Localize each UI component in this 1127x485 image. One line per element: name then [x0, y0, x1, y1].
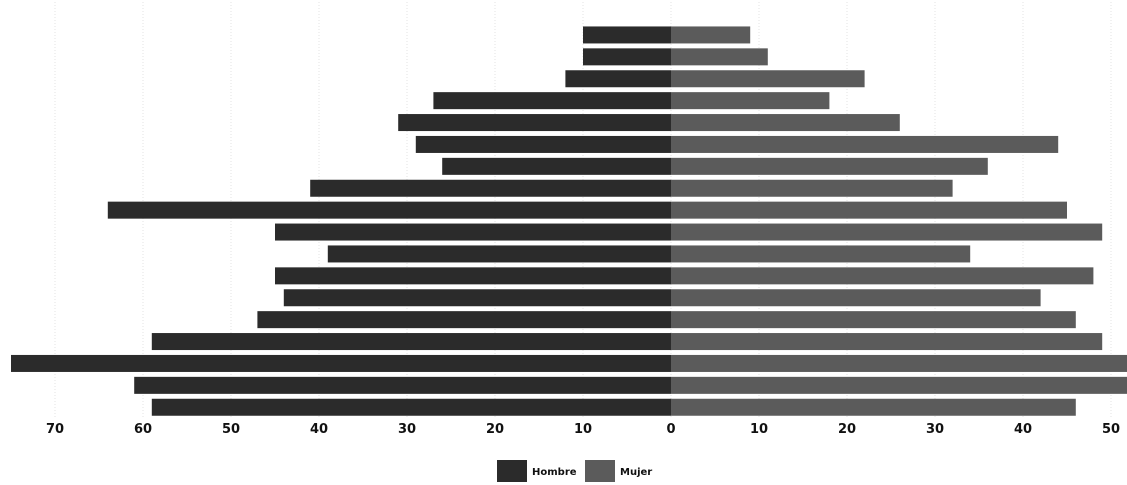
bar-mujer-5 [671, 135, 1059, 153]
x-tick-label-11: 40 [1014, 422, 1032, 437]
bar-hombre-8 [107, 201, 672, 219]
bar-hombre-15 [11, 354, 671, 372]
legend-swatch-mujer [585, 460, 615, 482]
x-tick-label-4: 30 [398, 422, 416, 437]
bar-hombre-2 [565, 70, 671, 88]
x-tick-label-3: 40 [310, 422, 328, 437]
x-tick-label-7: 0 [666, 422, 675, 437]
legend-label-mujer: Mujer [620, 467, 652, 478]
x-tick-label-10: 30 [926, 422, 944, 437]
bar-mujer-12 [671, 289, 1041, 307]
bar-mujer-1 [671, 48, 768, 66]
bar-mujer-15 [671, 354, 1127, 372]
bar-hombre-12 [283, 289, 671, 307]
bar-hombre-1 [583, 48, 671, 66]
bar-hombre-14 [151, 333, 672, 351]
x-tick-label-5: 20 [486, 422, 504, 437]
x-tick-label-1: 60 [134, 422, 152, 437]
bar-mujer-2 [671, 70, 865, 88]
bar-mujer-4 [671, 114, 900, 132]
x-tick-label-12: 50 [1102, 422, 1120, 437]
bar-hombre-0 [583, 26, 671, 44]
bar-mujer-8 [671, 201, 1067, 219]
bar-mujer-10 [671, 245, 971, 263]
x-tick-label-2: 50 [222, 422, 240, 437]
bar-mujer-11 [671, 267, 1094, 285]
bar-hombre-16 [134, 376, 671, 394]
bar-mujer-9 [671, 223, 1103, 241]
bar-mujer-0 [671, 26, 751, 44]
x-tick-label-8: 10 [750, 422, 768, 437]
bar-hombre-9 [275, 223, 671, 241]
bar-hombre-10 [327, 245, 671, 263]
bar-hombre-4 [398, 114, 671, 132]
legend-label-hombre: Hombre [532, 467, 577, 478]
bar-hombre-13 [257, 311, 671, 329]
bar-hombre-17 [151, 398, 672, 416]
bar-mujer-13 [671, 311, 1076, 329]
legend-swatch-hombre [497, 460, 527, 482]
x-tick-label-0: 70 [46, 422, 64, 437]
bar-mujer-16 [671, 376, 1127, 394]
bar-mujer-14 [671, 333, 1103, 351]
bar-hombre-7 [310, 179, 671, 197]
bar-hombre-6 [442, 157, 671, 175]
x-tick-label-6: 10 [574, 422, 592, 437]
bar-mujer-3 [671, 92, 830, 110]
bar-hombre-3 [433, 92, 671, 110]
bar-mujer-17 [671, 398, 1076, 416]
bar-mujer-7 [671, 179, 953, 197]
bar-hombre-5 [415, 135, 671, 153]
bar-hombre-11 [275, 267, 671, 285]
x-tick-label-9: 20 [838, 422, 856, 437]
bar-mujer-6 [671, 157, 988, 175]
